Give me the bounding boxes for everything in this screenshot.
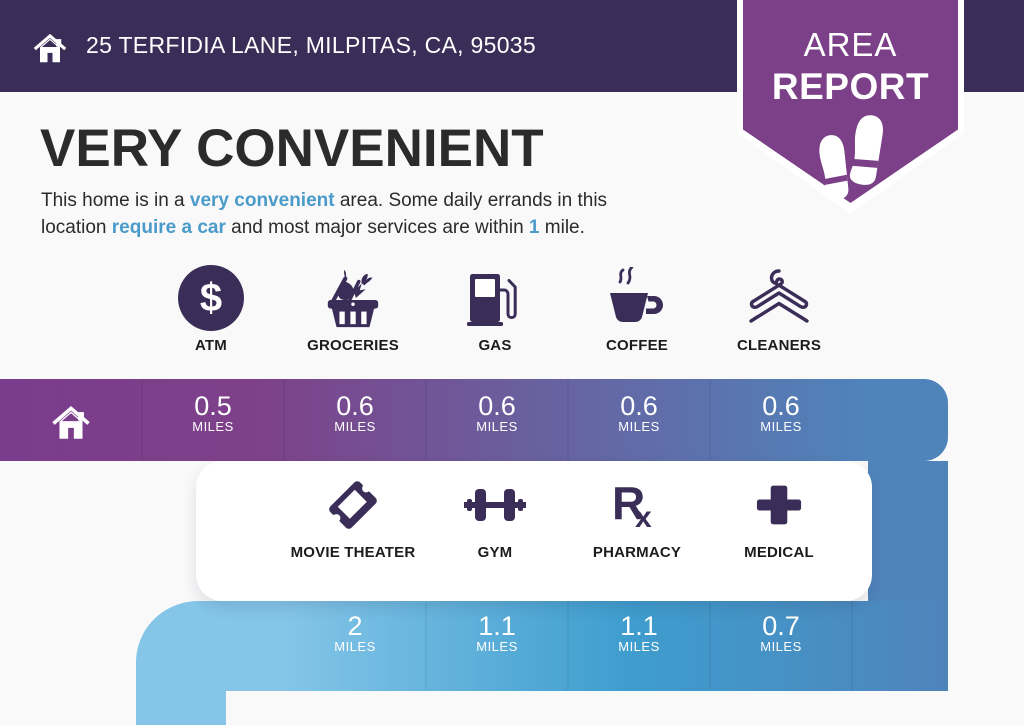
svg-text:$: $ <box>200 276 222 320</box>
svg-text:REPORT: REPORT <box>772 66 929 107</box>
svg-text:x: x <box>635 501 652 531</box>
svg-text:AREA: AREA <box>804 26 898 63</box>
